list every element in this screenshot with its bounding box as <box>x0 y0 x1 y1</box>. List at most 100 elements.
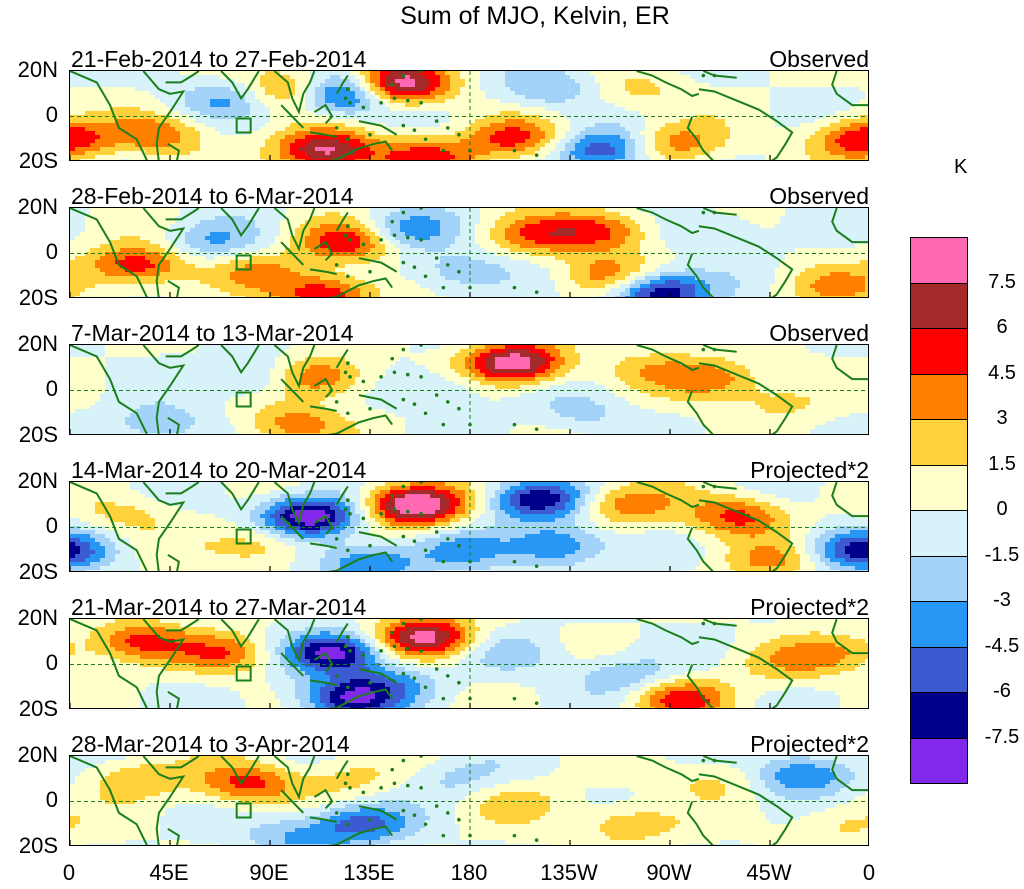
island-marker <box>206 160 210 161</box>
reference-box <box>235 391 252 408</box>
island-marker <box>441 148 446 153</box>
anomaly-map <box>69 344 869 435</box>
island-marker <box>434 804 439 808</box>
island-marker <box>419 71 423 73</box>
colorbar-label: -1.5 <box>972 544 1024 567</box>
anomaly-field <box>70 482 868 572</box>
colorbar-label: -4.5 <box>972 635 1024 658</box>
coastline <box>167 279 181 297</box>
island-marker <box>419 619 423 621</box>
coastline <box>698 88 794 160</box>
island-marker <box>345 498 350 502</box>
island-marker <box>412 676 417 680</box>
island-marker <box>434 119 439 123</box>
island-marker <box>345 685 350 690</box>
anomaly-field <box>70 345 868 434</box>
island-marker <box>206 571 210 572</box>
island-marker <box>441 559 446 564</box>
island-marker <box>345 224 350 228</box>
lat-tick-label: 0 <box>10 239 58 265</box>
island-marker <box>434 530 439 534</box>
coastline <box>220 482 260 512</box>
lat-tick-label: 0 <box>10 376 58 402</box>
coastline <box>358 257 398 273</box>
coastline <box>686 527 714 571</box>
coastline <box>273 345 316 389</box>
lon-tick-label: 45W <box>734 860 804 886</box>
coastline <box>335 485 349 506</box>
island-marker <box>457 543 461 548</box>
coastline <box>167 416 181 434</box>
island-marker <box>534 564 539 568</box>
reference-box <box>235 665 252 682</box>
island-marker <box>379 786 383 790</box>
island-marker <box>401 210 406 215</box>
lon-tick-label: 0 <box>834 860 904 886</box>
coastline <box>220 71 260 101</box>
coastline <box>167 553 181 571</box>
island-marker <box>345 772 350 776</box>
island-marker <box>512 422 517 427</box>
coastline <box>327 277 394 297</box>
island-marker <box>712 73 717 78</box>
colorbar-label: -6 <box>972 680 1024 703</box>
coastline <box>636 208 700 235</box>
island-marker <box>423 411 428 416</box>
island-marker <box>423 822 428 827</box>
coastline <box>698 636 794 708</box>
island-marker <box>348 238 352 242</box>
coastline <box>165 345 200 358</box>
island-marker <box>368 680 372 685</box>
island-marker <box>701 210 706 215</box>
island-marker <box>379 512 383 516</box>
lat-tick-label: 20N <box>10 57 58 83</box>
island-marker <box>392 96 397 101</box>
island-marker <box>334 126 339 130</box>
coastline <box>280 104 305 129</box>
island-marker <box>379 238 383 242</box>
panel-type-label: Projected*2 <box>750 594 869 621</box>
coastline <box>220 208 260 238</box>
map-panel: 21-Mar-2014 to 27-Mar-2014 Projected*2 <box>69 594 869 709</box>
map-panel: 28-Mar-2014 to 3-Apr-2014 Projected*2 <box>69 731 869 846</box>
coastline <box>636 71 700 98</box>
island-marker <box>712 210 717 215</box>
map-panel: 7-Mar-2014 to 13-Mar-2014 Observed <box>69 320 869 435</box>
island-marker <box>423 548 428 553</box>
island-marker <box>345 137 350 142</box>
coastline <box>142 482 186 571</box>
coastline <box>273 71 316 115</box>
colorbar-label: 6 <box>972 316 1024 339</box>
island-marker <box>423 274 428 279</box>
contour-fill <box>70 619 868 708</box>
lon-tick-label: 90E <box>234 860 304 886</box>
island-marker <box>701 621 706 626</box>
coastline <box>309 816 337 823</box>
island-marker <box>345 635 350 639</box>
island-marker <box>419 756 423 758</box>
coastline <box>686 801 714 845</box>
coastline <box>142 345 186 434</box>
island-marker <box>412 128 417 132</box>
coastline <box>309 542 337 549</box>
reference-box <box>235 254 252 271</box>
island-marker <box>445 537 450 541</box>
island-marker <box>419 101 423 105</box>
island-marker <box>534 701 539 705</box>
anomaly-field <box>70 71 868 161</box>
island-marker <box>334 674 339 678</box>
coastline <box>335 211 349 232</box>
island-marker <box>457 680 461 685</box>
coastline <box>280 241 305 266</box>
anomaly-field <box>70 756 868 845</box>
island-marker <box>457 269 461 274</box>
lat-tick-label: 20N <box>10 468 58 494</box>
island-marker <box>343 644 348 649</box>
island-marker <box>423 685 428 690</box>
coastline <box>280 515 305 540</box>
island-marker <box>445 400 450 404</box>
coastline <box>358 668 398 684</box>
island-marker <box>457 406 461 411</box>
island-marker <box>348 649 352 653</box>
coastline <box>273 482 316 526</box>
